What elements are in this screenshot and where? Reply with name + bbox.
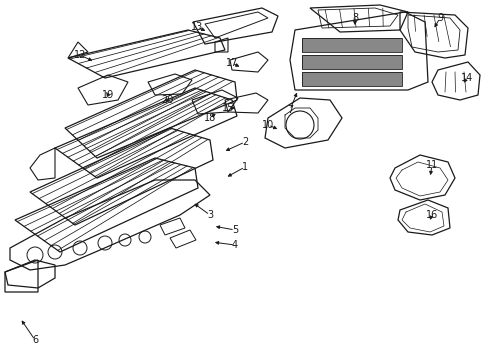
Text: 16: 16 bbox=[425, 210, 437, 220]
Text: 2: 2 bbox=[242, 137, 247, 147]
Text: 17: 17 bbox=[225, 58, 238, 68]
Text: 13: 13 bbox=[190, 22, 203, 32]
Text: 4: 4 bbox=[231, 240, 238, 250]
Text: 8: 8 bbox=[351, 13, 357, 23]
Bar bbox=[302, 72, 401, 86]
Text: 9: 9 bbox=[436, 13, 442, 23]
Text: 12: 12 bbox=[74, 50, 86, 60]
Text: 1: 1 bbox=[242, 162, 247, 172]
Text: 10: 10 bbox=[262, 120, 274, 130]
Bar bbox=[302, 55, 401, 69]
Text: 14: 14 bbox=[460, 73, 472, 83]
Text: 18: 18 bbox=[203, 113, 216, 123]
Text: 20: 20 bbox=[161, 95, 173, 105]
Text: 19: 19 bbox=[102, 90, 114, 100]
Text: 5: 5 bbox=[231, 225, 238, 235]
Text: 6: 6 bbox=[32, 335, 38, 345]
Bar bbox=[302, 38, 401, 52]
Text: 11: 11 bbox=[425, 160, 437, 170]
Text: 3: 3 bbox=[206, 210, 213, 220]
Text: 7: 7 bbox=[286, 105, 292, 115]
Text: 15: 15 bbox=[222, 103, 234, 113]
